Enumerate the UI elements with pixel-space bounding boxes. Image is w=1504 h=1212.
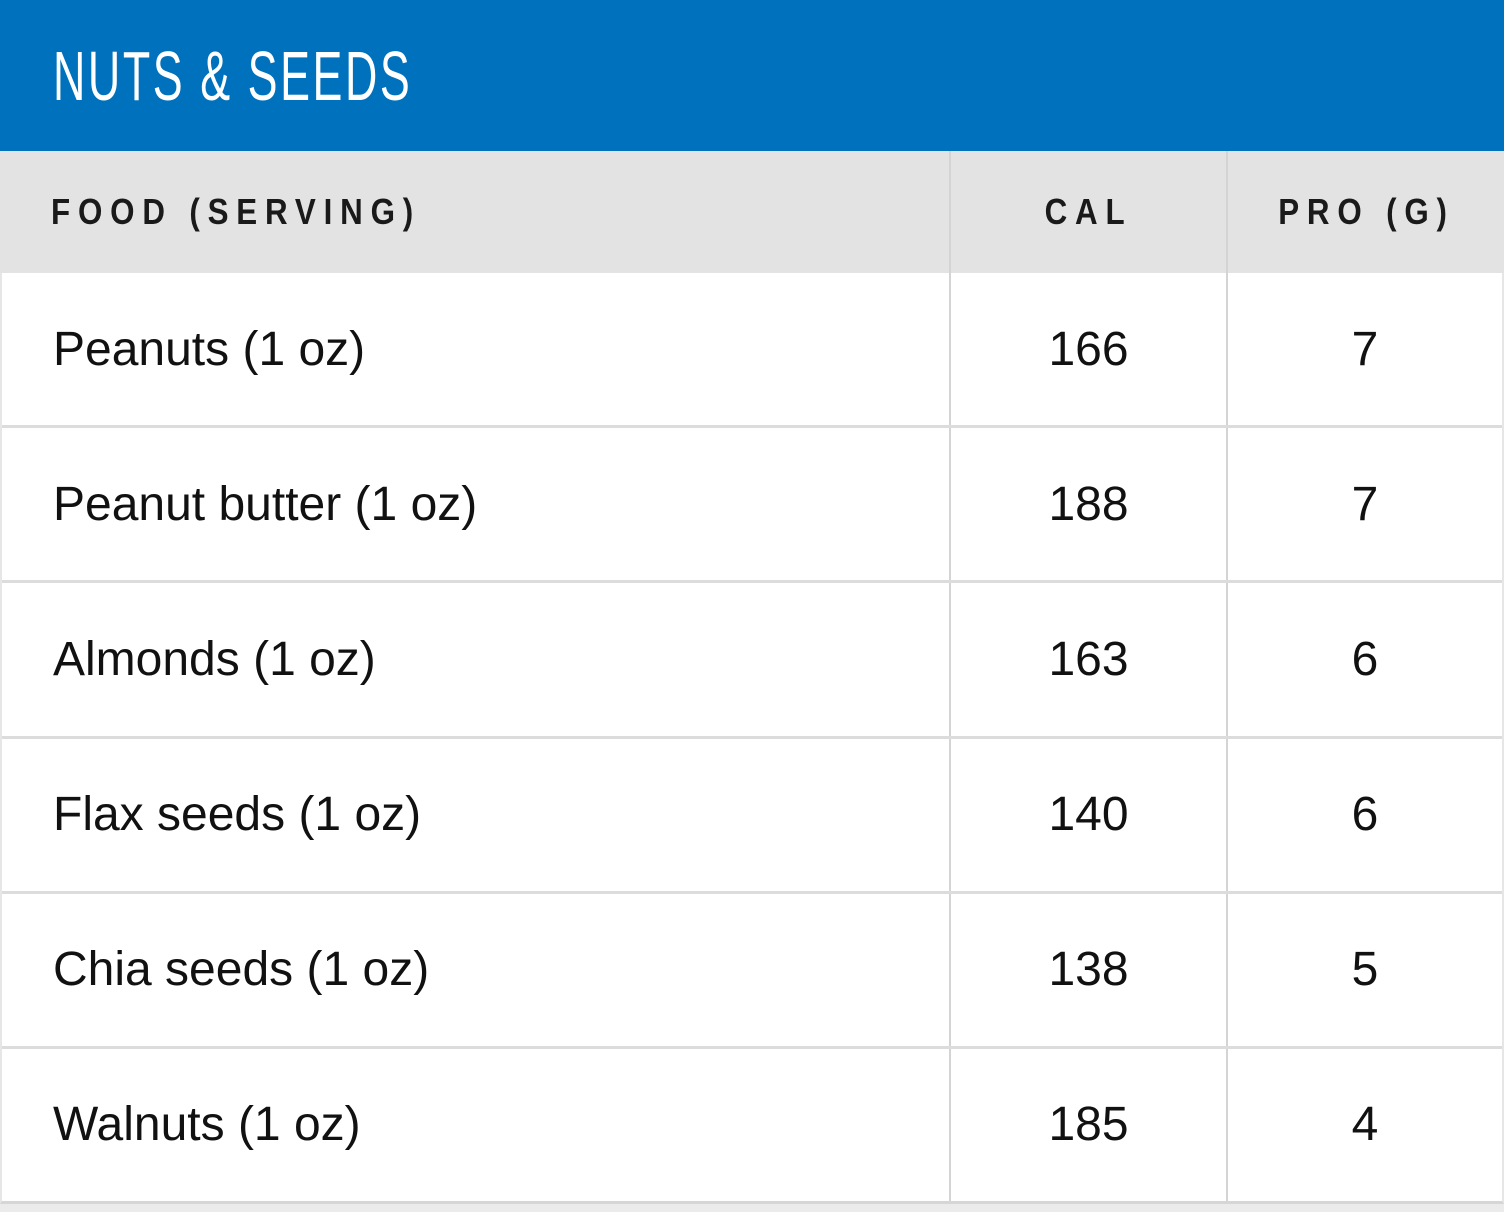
- calories-value: 140: [1048, 788, 1129, 842]
- protein-cell: 6: [1226, 738, 1502, 891]
- table-row: Peanuts (1 oz) 166 7: [2, 273, 1502, 426]
- table-row: Walnuts (1 oz) 185 4: [2, 1045, 1502, 1202]
- protein-cell: 6: [1226, 583, 1502, 736]
- protein-value: 6: [1351, 788, 1379, 842]
- calories-cell: 163: [949, 583, 1226, 736]
- calories-value: 163: [1048, 632, 1129, 686]
- food-name-cell: Almonds (1 oz): [2, 583, 949, 735]
- column-header-cal-label: CAL: [1044, 191, 1133, 232]
- food-name-label: Chia seeds (1 oz): [53, 943, 430, 997]
- table-column-header-row: FOOD (SERVING) CAL PRO (G): [0, 151, 1504, 273]
- calories-cell: 166: [949, 273, 1226, 426]
- calories-cell: 188: [949, 428, 1226, 581]
- table-row: Almonds (1 oz) 163 6: [2, 580, 1502, 736]
- protein-cell: 7: [1226, 428, 1502, 581]
- protein-value: 4: [1351, 1098, 1379, 1152]
- category-header: NUTS & SEEDS: [0, 0, 1504, 151]
- protein-value: 5: [1351, 943, 1379, 997]
- protein-value: 6: [1351, 632, 1379, 686]
- protein-cell: 7: [1226, 273, 1502, 426]
- food-name-label: Flax seeds (1 oz): [53, 788, 422, 842]
- calories-cell: 140: [949, 738, 1226, 891]
- category-title: NUTS & SEEDS: [53, 36, 413, 115]
- column-header-food-label: FOOD (SERVING): [51, 191, 422, 232]
- food-name-cell: Peanuts (1 oz): [2, 273, 949, 425]
- table-row: Flax seeds (1 oz) 140 6: [2, 735, 1502, 891]
- calories-cell: 138: [949, 893, 1226, 1046]
- calories-cell: 185: [949, 1048, 1226, 1202]
- protein-cell: 4: [1226, 1048, 1502, 1202]
- food-name-cell: Flax seeds (1 oz): [2, 739, 949, 891]
- protein-value: 7: [1351, 477, 1379, 531]
- food-name-label: Peanut butter (1 oz): [53, 477, 478, 531]
- food-name-cell: Walnuts (1 oz): [2, 1049, 949, 1201]
- food-name-cell: Chia seeds (1 oz): [2, 894, 949, 1046]
- column-header-food-cell: FOOD (SERVING): [0, 151, 949, 273]
- table-row: Peanut butter (1 oz) 188 7: [2, 425, 1502, 581]
- calories-value: 188: [1048, 477, 1129, 531]
- column-header-pro-cell: PRO (G): [1226, 151, 1504, 273]
- calories-value: 185: [1048, 1098, 1129, 1152]
- calories-value: 166: [1048, 322, 1129, 376]
- column-header-pro-label: PRO (G): [1277, 191, 1455, 232]
- column-header-cal-cell: CAL: [949, 151, 1226, 273]
- protein-value: 7: [1351, 322, 1379, 376]
- food-name-label: Almonds (1 oz): [53, 632, 376, 686]
- food-name-label: Peanuts (1 oz): [53, 322, 366, 376]
- calories-value: 138: [1048, 943, 1129, 997]
- protein-cell: 5: [1226, 893, 1502, 1046]
- food-name-cell: Peanut butter (1 oz): [2, 428, 949, 580]
- table-body: Peanuts (1 oz) 166 7 Peanut butter (1 oz…: [0, 273, 1504, 1204]
- food-name-label: Walnuts (1 oz): [53, 1098, 361, 1152]
- table-row: Chia seeds (1 oz) 138 5: [2, 890, 1502, 1046]
